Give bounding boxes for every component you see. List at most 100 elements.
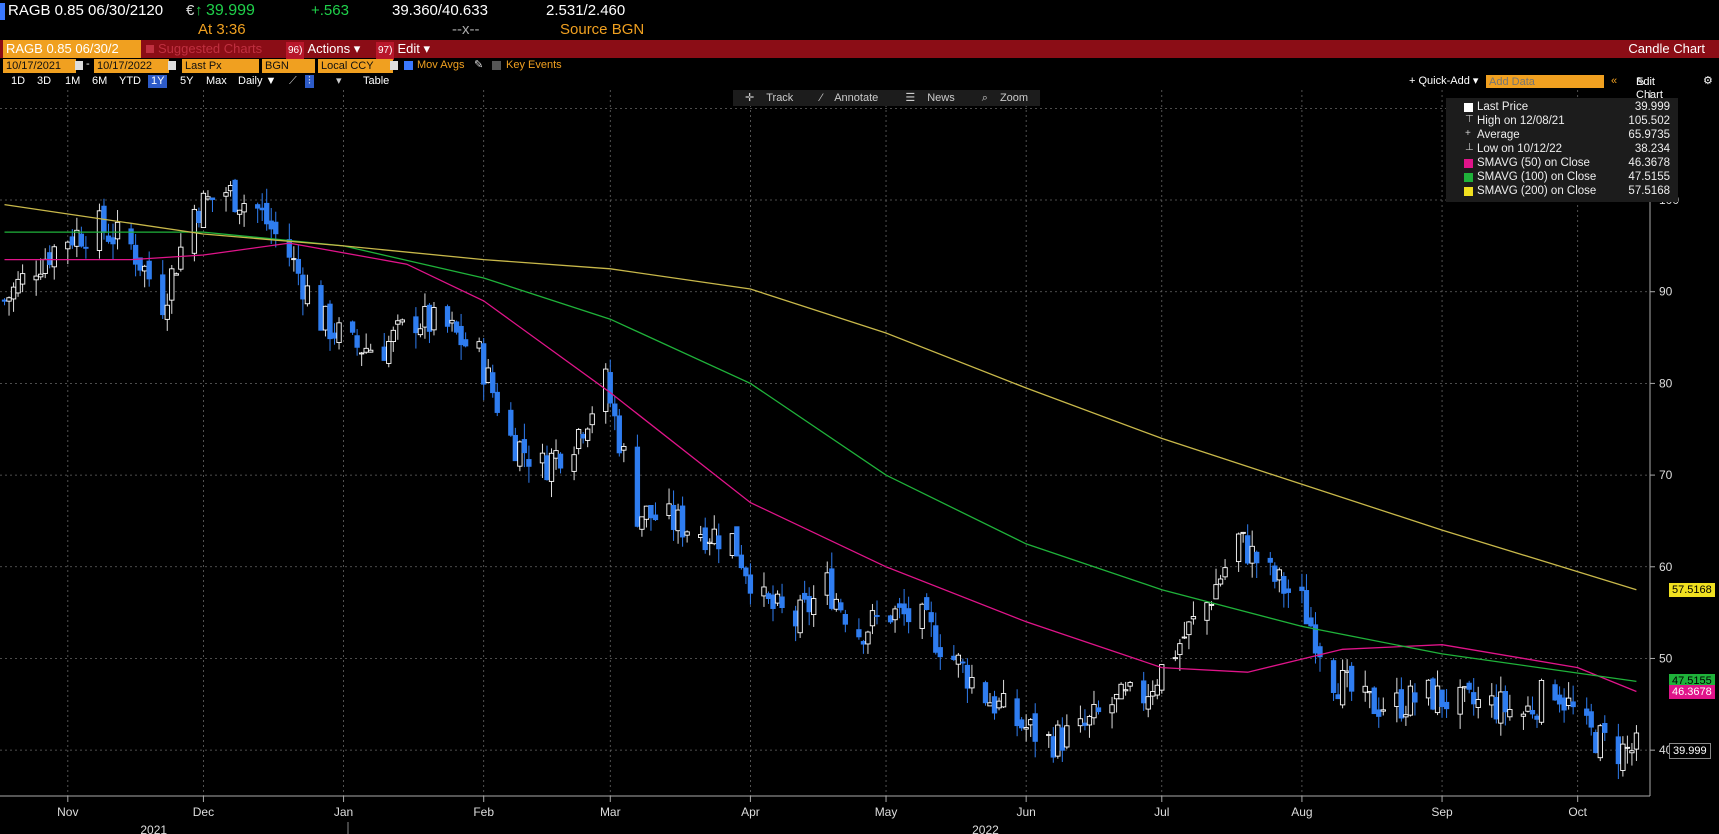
period-max[interactable]: Max [206,75,227,87]
candle-body [792,610,799,627]
legend-row[interactable]: SMAVG (50) on Close 46.3678 [1446,156,1678,170]
legend-row[interactable]: Last Price 39.999 [1446,100,1678,114]
currency-symbol: € [186,2,195,19]
candle-body [273,221,279,235]
legend-row[interactable]: ⊥ Low on 10/12/22 38.234 [1446,142,1678,156]
pencil-icon[interactable]: ✎ [474,59,484,71]
candle-body [860,641,867,645]
quick-add-button[interactable]: + Quick-Add ▾ [1409,75,1479,87]
checkbox-checked-icon[interactable] [404,61,413,70]
candle-chart-icon[interactable]: ⫶ [305,75,314,88]
legend-row[interactable]: SMAVG (200) on Close 57.5168 [1446,184,1678,198]
candle-chart[interactable]: 405060708090100110NovDecJanFebMarAprMayJ… [0,90,1719,834]
period-6m[interactable]: 6M [92,75,108,87]
candle-body [368,349,374,353]
candle-body [639,516,645,530]
edit-chart-button[interactable]: ✎ Edit Chart [1630,75,1663,101]
calendar-icon[interactable] [168,61,176,70]
period-ytd[interactable]: YTD [119,75,141,87]
candle-body [1394,692,1400,707]
edit-menu[interactable]: 97) Edit ▾ [376,40,430,60]
dropdown-icon[interactable] [390,61,398,70]
candle-body [110,237,116,245]
period-3d[interactable]: 3D [37,75,52,87]
tool-annotate[interactable]: ⁄ Annotate [808,90,890,106]
candle-body [955,654,962,665]
candle-body [1475,699,1481,708]
candle-body [539,452,546,464]
candle-body [38,273,44,278]
candle-body [1018,719,1025,729]
candle-body [1208,603,1215,606]
source-field[interactable]: BGN [262,59,315,73]
x-tick-label: Aug [1291,805,1312,819]
candle-body [453,321,460,333]
candle-body [1493,697,1499,720]
currency-field[interactable]: Local CCY [318,59,393,73]
candle-body [707,541,713,544]
actions-menu[interactable]: 96) Actions ▾ [286,40,360,60]
legend-swatch [1464,173,1473,182]
candle-body [1462,686,1468,689]
chart-type-title: Candle Chart [1628,41,1705,56]
end-date-field[interactable]: 10/17/2022 [94,59,169,73]
candle-body [1507,709,1513,718]
tool-track[interactable]: ✛ Track [733,90,805,106]
line-chart-icon[interactable]: ⟋ [289,75,297,87]
candle-body [476,341,482,349]
candle-body [1367,691,1373,694]
security-field[interactable]: RAGB 0.85 06/30/2 [3,40,141,58]
collapse-icon[interactable]: « [1611,75,1618,87]
gear-icon[interactable]: ⚙ [1703,75,1713,87]
candle-body [1249,545,1255,564]
period-1d[interactable]: 1D [11,75,26,87]
candle-body [544,455,550,481]
add-data-input[interactable] [1486,75,1604,88]
ticker-marker [0,3,5,20]
legend-label: SMAVG (50) on Close [1477,157,1590,169]
dropdown-icon[interactable]: ▾ [336,75,342,87]
candle-body [747,574,754,594]
candle-body [585,428,591,441]
candle-body [1046,734,1052,736]
candle-body [1344,670,1350,673]
candle-body [1122,689,1129,692]
period-1m[interactable]: 1M [65,75,81,87]
table-button[interactable]: Table [363,75,390,87]
candle-body [634,446,641,527]
candles [1,178,1640,780]
candle-body [381,346,387,361]
checkbox-unchecked-icon[interactable] [492,61,501,70]
candle-body [571,454,577,472]
tool-zoom[interactable]: ⌕ Zoom [970,90,1040,106]
frequency-select[interactable]: Daily ▼ [238,75,277,87]
candle-body [1190,616,1197,620]
start-date-field[interactable]: 10/17/2021 [3,59,76,73]
candle-body [548,452,555,482]
x-tick-label: Sep [1431,805,1453,819]
candle-body [426,304,433,332]
calendar-icon[interactable] [75,61,83,70]
candle-body [96,210,103,251]
candle-body [1055,724,1061,757]
price-field[interactable]: Last Px [182,59,259,73]
suggested-charts-button[interactable]: Suggested Charts [146,40,262,58]
period-5y[interactable]: 5Y [180,75,194,87]
candle-body [1457,686,1463,715]
key-events-label[interactable]: Key Events [506,59,562,71]
tool-news[interactable]: ☰ News [893,90,966,106]
candle-body [1376,709,1382,717]
legend-row[interactable]: + Average 65.9735 [1446,128,1678,142]
tool-annotate-label: Annotate [834,92,879,104]
edit-label: Edit ▾ [397,41,430,56]
candle-body [1014,698,1020,727]
period-1y[interactable]: 1Y [148,75,168,88]
candle-body [951,655,957,660]
candle-body [1534,715,1540,720]
legend-row[interactable]: SMAVG (100) on Close 47.5155 [1446,170,1678,184]
mov-avgs-label[interactable]: Mov Avgs [417,59,465,71]
candle-body [1082,722,1088,726]
grid-lines [0,90,1650,796]
legend-row[interactable]: ⊤ High on 12/08/21 105.502 [1446,114,1678,128]
candle-body [10,286,17,300]
